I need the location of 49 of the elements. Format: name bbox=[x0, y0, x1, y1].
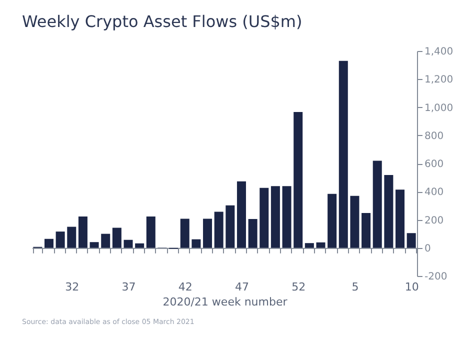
bar bbox=[56, 232, 65, 248]
bar bbox=[236, 181, 246, 248]
x-tick-label: 5 bbox=[352, 280, 359, 294]
bar bbox=[192, 239, 201, 248]
y-tick-label: 0 bbox=[424, 243, 431, 254]
bar bbox=[248, 219, 258, 248]
y-tick-label: 200 bbox=[424, 215, 444, 226]
bar bbox=[135, 243, 144, 248]
y-tick-label: 600 bbox=[424, 159, 444, 170]
bar bbox=[362, 213, 371, 248]
bar bbox=[372, 160, 382, 248]
bar bbox=[328, 194, 337, 248]
x-tick-label: 37 bbox=[122, 280, 136, 294]
chart-title: Weekly Crypto Asset Flows (US$m) bbox=[22, 12, 302, 31]
y-tick-label: 1,000 bbox=[424, 102, 454, 114]
y-tick-label: 1,400 bbox=[424, 46, 454, 58]
bar bbox=[203, 218, 212, 248]
y-tick-label: -200 bbox=[424, 272, 448, 282]
x-tick-label: 52 bbox=[292, 280, 306, 294]
bar bbox=[316, 242, 326, 248]
x-tick-label: 10 bbox=[404, 280, 419, 294]
bar bbox=[282, 186, 292, 248]
bar bbox=[214, 212, 224, 248]
bar bbox=[101, 234, 110, 248]
y-tick-label: 400 bbox=[424, 187, 444, 198]
bar bbox=[78, 216, 88, 248]
bar bbox=[180, 218, 190, 248]
bar bbox=[67, 226, 76, 248]
bar bbox=[350, 196, 360, 248]
bar bbox=[90, 242, 99, 248]
x-axis-title: 2020/21 week number bbox=[162, 295, 288, 308]
bar bbox=[124, 240, 133, 248]
bar bbox=[226, 205, 235, 248]
x-tick-label: 42 bbox=[178, 280, 192, 294]
bar bbox=[294, 112, 303, 248]
bar bbox=[260, 188, 269, 248]
bar bbox=[270, 186, 280, 248]
bar bbox=[384, 175, 394, 248]
bar bbox=[396, 190, 405, 248]
bar bbox=[338, 60, 348, 248]
bar bbox=[304, 243, 314, 248]
bar bbox=[44, 238, 54, 248]
y-tick-label: 1,200 bbox=[424, 74, 454, 86]
bar bbox=[112, 228, 122, 248]
bar bbox=[406, 233, 416, 248]
x-tick-label: 47 bbox=[234, 280, 249, 294]
y-tick-label: 800 bbox=[424, 130, 444, 142]
bar bbox=[146, 216, 156, 248]
x-tick-label: 32 bbox=[65, 280, 80, 294]
